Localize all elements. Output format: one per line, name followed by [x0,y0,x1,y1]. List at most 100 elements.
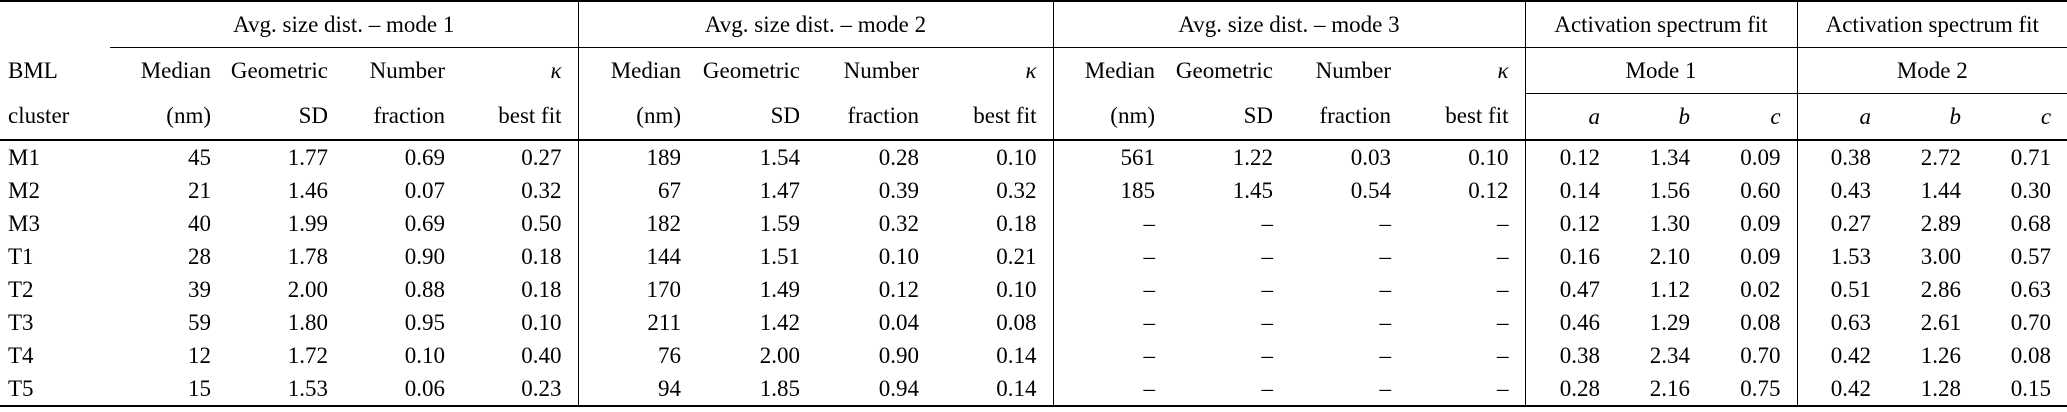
mode1-value-cell: 40 [188,210,211,236]
fit-mode1-value-cell: 0.09 [1740,210,1781,236]
col-header-geometric-m2: Geometric [702,57,800,83]
mode3-value-cell: 0.03 [1350,144,1391,170]
fit-mode1-value-cell: 0.09 [1740,144,1781,170]
mode3-value-cell: – [1261,375,1274,401]
mode3-value-cell: – [1379,210,1392,236]
table-row: T1 28 1.78 0.90 0.18 144 1.51 0.10 0.21– – – –0.16 2… [0,240,2067,273]
fit-mode2-value-cell: 0.27 [1796,207,1888,240]
mode1-value-cell: 15 [188,375,211,401]
fit-mode1-value-cell: 0.16 [1524,240,1616,273]
fit-mode1-value-cell: 0.75 [1740,375,1781,401]
mode2-value-cell: 0.10 [878,243,919,269]
mode2-value-cell: 0.39 [878,177,919,203]
mode2-value-cell: 0.12 [878,276,919,302]
fit-mode1-value-cell: 0.60 [1740,177,1781,203]
col-unit-nm-m2: (nm) [577,93,697,141]
mode1-value-cell: 0.69 [404,144,445,170]
fit-mode1-value-cell: 1.34 [1649,144,1690,170]
fit-mode2-value-cell: 1.26 [1920,342,1962,368]
mode1-value-cell: 1.99 [287,210,328,236]
mode2-value-cell: 0.32 [996,177,1037,203]
fit-mode2-value-cell: 0.42 [1796,372,1888,406]
mode3-value-cell: – [1052,273,1171,306]
mode1-value-cell: 1.77 [287,144,328,170]
fit-mode1-value-cell: 0.09 [1740,243,1781,269]
col-unit-bestfit-m1: best fit [461,93,578,141]
fit-mode1-value-cell: 0.70 [1740,342,1781,368]
mode2-value-cell: 0.18 [996,210,1037,236]
mode1-value-cell: 0.18 [521,276,562,302]
mode1-value-cell: 59 [188,309,211,335]
group-header-size-mode3: Avg. size dist. – mode 3 [1052,1,1525,48]
mode2-value-cell: 144 [577,240,697,273]
col-header-c-fit1: c [1706,93,1798,141]
mode1-value-cell: 45 [188,144,211,170]
mode1-value-cell: 28 [188,243,211,269]
mode3-value-cell: 0.12 [1468,177,1509,203]
mode3-value-cell: 0.54 [1350,177,1391,203]
col-header-number-m3: Number [1315,57,1391,83]
fit-mode1-value-cell: 0.02 [1740,276,1781,302]
col-unit-fraction-m1: fraction [344,93,461,141]
fit-mode2-value-cell: 0.71 [2010,144,2052,170]
mode1-value-cell: 0.88 [404,276,445,302]
table-row: T3 59 1.80 0.95 0.10 211 1.42 0.04 0.08– – – –0.46 1… [0,306,2067,339]
fit-mode1-value-cell: 0.12 [1524,140,1616,174]
mode2-value-cell: 1.85 [759,375,800,401]
mode1-value-cell: 1.80 [287,309,328,335]
fit-mode1-value-cell: 1.12 [1649,276,1690,302]
mode1-value-cell: 12 [188,342,211,368]
group-header-size-mode1: Avg. size dist. – mode 1 [110,1,578,48]
mode3-value-cell: – [1497,210,1509,236]
fit-mode1-value-cell: 0.08 [1740,309,1781,335]
col-header-geometric-m3: Geometric [1175,57,1273,83]
col-header-kappa-m2: κ [1025,57,1037,83]
group-header-activation-fit-2: Activation spectrum fit [1796,1,2067,48]
fit-mode2-value-cell: 1.28 [1920,375,1962,401]
fit-mode2-value-cell: 2.61 [1920,309,1962,335]
mode1-value-cell: 0.32 [521,177,562,203]
fit-mode2-value-cell: 0.51 [1796,273,1888,306]
fit-mode1-value-cell: 0.28 [1524,372,1616,406]
fit-mode1-value-cell: 0.38 [1524,339,1616,372]
mode2-value-cell: 67 [577,174,697,207]
mode3-value-cell: 561 [1052,140,1171,174]
col-header-a-fit1: a [1524,93,1616,141]
mode3-value-cell: – [1379,375,1392,401]
mode2-value-cell: 0.28 [878,144,919,170]
col-header-bml: BML [8,57,58,83]
fit-mode2-value-cell: 0.42 [1796,339,1888,372]
col-unit-bestfit-m2: best fit [935,93,1053,141]
mode1-value-cell: 1.72 [287,342,328,368]
mode3-value-cell: – [1052,372,1171,406]
corner-cell [0,1,110,48]
mode1-value-cell: 0.90 [404,243,445,269]
col-header-b-fit2: b [1887,93,1978,141]
mode2-value-cell: 1.47 [759,177,800,203]
fit-mode1-value-cell: 0.47 [1524,273,1616,306]
mode1-value-cell: 0.10 [404,342,445,368]
col-unit-sd-m2: SD [697,93,816,141]
fit-mode2-value-cell: 1.44 [1920,177,1962,203]
fit-mode2-value-cell: 0.63 [2010,276,2052,302]
cluster-label-cell: M1 [8,144,40,170]
col-header-geometric-m1: Geometric [230,57,328,83]
mode2-value-cell: 1.54 [759,144,800,170]
col-unit-nm-m3: (nm) [1052,93,1171,141]
column-header-row-1: BML Median Geometric Number κ Median Geo… [0,47,2067,94]
mode3-value-cell: – [1379,276,1392,302]
col-header-median-m3: Median [1052,47,1171,94]
mode2-value-cell: 76 [577,339,697,372]
cluster-label-cell: T3 [8,309,34,335]
col-header-cluster: cluster [0,93,110,141]
mode2-value-cell: 0.10 [996,144,1037,170]
fit-mode1-value-cell: 2.34 [1649,342,1690,368]
mode1-value-cell: 0.27 [521,144,562,170]
mode1-value-cell: 2.00 [287,276,328,302]
mode3-value-cell: – [1261,309,1274,335]
mode2-value-cell: 0.08 [996,309,1037,335]
mode2-value-cell: 0.32 [878,210,919,236]
col-unit-bestfit-m3: best fit [1407,93,1525,141]
mode2-value-cell: 0.14 [996,375,1037,401]
mode3-value-cell: – [1379,342,1392,368]
